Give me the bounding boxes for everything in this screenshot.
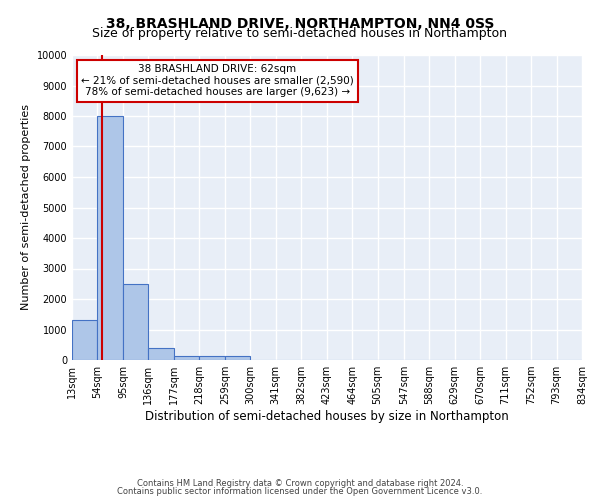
Bar: [123, 284, 148, 360]
Text: 38, BRASHLAND DRIVE, NORTHAMPTON, NN4 0SS: 38, BRASHLAND DRIVE, NORTHAMPTON, NN4 0S…: [106, 18, 494, 32]
Bar: [148, 348, 174, 360]
Bar: [225, 356, 250, 360]
Bar: [72, 320, 97, 360]
Text: Contains public sector information licensed under the Open Government Licence v3: Contains public sector information licen…: [118, 487, 482, 496]
Y-axis label: Number of semi-detached properties: Number of semi-detached properties: [21, 104, 31, 310]
Bar: [174, 356, 199, 360]
Text: 38 BRASHLAND DRIVE: 62sqm
← 21% of semi-detached houses are smaller (2,590)
78% : 38 BRASHLAND DRIVE: 62sqm ← 21% of semi-…: [81, 64, 354, 98]
X-axis label: Distribution of semi-detached houses by size in Northampton: Distribution of semi-detached houses by …: [145, 410, 509, 423]
Text: Contains HM Land Registry data © Crown copyright and database right 2024.: Contains HM Land Registry data © Crown c…: [137, 478, 463, 488]
Bar: [199, 356, 225, 360]
Bar: [97, 116, 123, 360]
Text: Size of property relative to semi-detached houses in Northampton: Size of property relative to semi-detach…: [92, 28, 508, 40]
